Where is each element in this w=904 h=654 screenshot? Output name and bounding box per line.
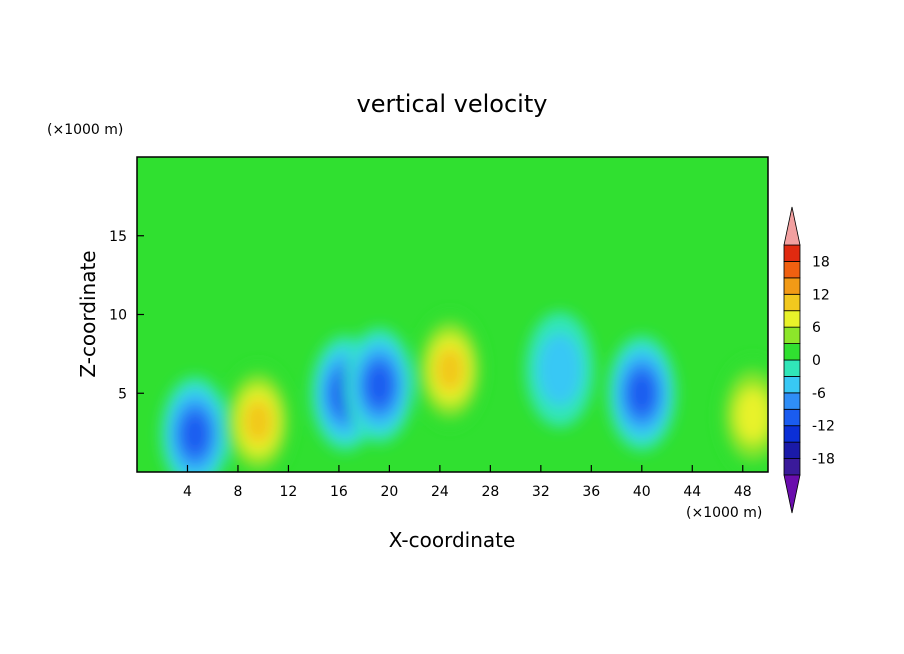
velocity-cell-1-band-4: [180, 412, 210, 457]
x-tick-label: 16: [330, 484, 348, 500]
x-tick-label: 40: [633, 484, 651, 500]
y-tick-label: 15: [109, 229, 127, 245]
colorbar-band: [783, 277, 801, 295]
colorbar-band: [783, 359, 801, 377]
colorbar-band: [783, 310, 801, 328]
velocity-cell-6-band-2: [537, 333, 582, 406]
x-tick-label: 44: [683, 484, 701, 500]
colorbar-band: [783, 376, 801, 394]
x-tick-label: 12: [280, 484, 298, 500]
x-tick-label: 4: [183, 484, 192, 500]
colorbar-tick-label: -12: [812, 419, 835, 435]
colorbar-band: [783, 392, 801, 410]
x-tick-label: 32: [532, 484, 550, 500]
x-axis: 4 8 12 16 20 24 28 32 36 40 44 48: [183, 465, 752, 500]
y-tick-label: 5: [118, 386, 127, 402]
colorbar-band: [783, 408, 801, 427]
colorbar-extend-min: [783, 474, 801, 514]
x-tick-label: 36: [582, 484, 600, 500]
x-unit-label: (×1000 m): [686, 505, 762, 521]
y-axis-label: Z-coordinate: [76, 250, 100, 377]
colorbar-band: [783, 293, 801, 312]
y-tick-label: 10: [109, 308, 127, 324]
colorbar-tick-label: -18: [812, 452, 835, 468]
x-tick-label: 20: [380, 484, 398, 500]
y-unit-label: (×1000 m): [47, 122, 123, 138]
colorbar-tick-label: 18: [812, 254, 830, 270]
colorbar-tick-label: -6: [812, 386, 826, 402]
velocity-cell-2-band-4: [244, 399, 273, 444]
velocity-cell-4-band-4: [365, 363, 394, 408]
colorbar-band: [783, 261, 801, 279]
colorbar-tick-label: 6: [812, 320, 821, 336]
x-tick-label: 28: [481, 484, 499, 500]
velocity-cell-8-band-3: [735, 388, 768, 443]
colorbar-band: [783, 244, 801, 262]
colorbar-tick-label: 0: [812, 353, 821, 369]
colorbar-band: [783, 441, 801, 459]
colorbar-band: [783, 326, 801, 344]
colorbar-extend-max: [783, 206, 801, 246]
colorbar-band: [783, 458, 801, 476]
chart-title: vertical velocity: [357, 90, 548, 118]
colorbar: -18 -12 -6 0 6 12 18: [783, 206, 835, 514]
x-tick-label: 8: [233, 484, 242, 500]
y-axis: 5 10 15: [109, 229, 144, 402]
colorbar-band: [783, 343, 801, 361]
velocity-cell-5-band-4: [435, 347, 465, 392]
colorbar-tick-label: 12: [812, 287, 830, 303]
plot-area: [137, 157, 768, 472]
x-tick-label: 24: [431, 484, 449, 500]
x-axis-label: X-coordinate: [389, 528, 516, 552]
x-tick-label: 48: [734, 484, 752, 500]
colorbar-band: [783, 425, 801, 443]
velocity-field: [160, 312, 768, 472]
velocity-cell-7-band-4: [627, 371, 656, 416]
